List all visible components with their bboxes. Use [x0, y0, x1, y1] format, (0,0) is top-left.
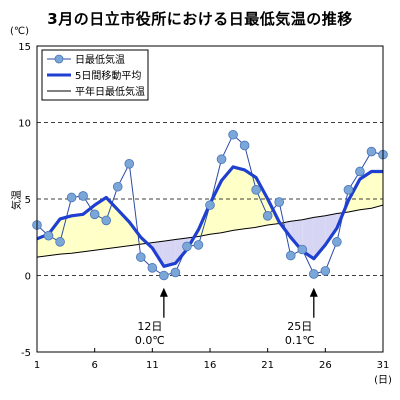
fill-below-normal — [163, 239, 176, 267]
fill-above-normal — [106, 197, 118, 249]
fill-above-normal — [71, 214, 84, 254]
data-point — [182, 241, 192, 252]
fill-above-normal — [48, 218, 61, 256]
data-point — [43, 230, 54, 241]
annotation-arrowhead — [309, 287, 318, 297]
data-point — [66, 192, 77, 203]
x-tick-label: 26 — [319, 360, 332, 371]
chart-title: 3月の日立市役所における日最低気温の推移 — [47, 10, 353, 28]
data-point — [320, 266, 331, 276]
x-tick-label: 1 — [34, 360, 40, 371]
fill-above-normal — [371, 171, 383, 209]
data-point — [332, 237, 342, 247]
data-point — [285, 250, 296, 261]
data-point — [343, 185, 354, 195]
fill-above-normal — [37, 234, 49, 258]
data-point — [366, 146, 377, 157]
annotation-day-label: 12日 — [137, 320, 162, 333]
y-unit-label: (℃) — [10, 26, 29, 37]
y-axis-label: 気温 — [10, 190, 23, 210]
legend-label: 日最低気温 — [75, 53, 125, 66]
fill-above-normal — [359, 171, 372, 210]
y-tick-label: 15 — [18, 42, 31, 53]
data-point — [147, 263, 158, 273]
annotation-value-label: 0.0℃ — [135, 334, 165, 347]
series-line-normal — [36, 204, 384, 258]
y-tick-label: 0 — [25, 272, 31, 283]
y-tick-label: 10 — [18, 119, 31, 130]
data-point — [124, 159, 135, 169]
fill-above-normal — [233, 166, 245, 231]
data-point — [89, 209, 100, 220]
data-point — [112, 181, 123, 192]
annotation-value-label: 0.1℃ — [285, 334, 315, 347]
data-point — [308, 269, 319, 279]
fill-above-normal — [221, 166, 234, 233]
x-tick-label: 31 — [377, 360, 390, 371]
data-point — [274, 197, 285, 207]
fill-below-normal — [325, 213, 337, 245]
fill-below-normal — [290, 219, 303, 252]
y-tick-label: 5 — [25, 195, 31, 206]
legend-label: 平年日最低気温 — [75, 85, 145, 98]
annotation-arrowhead — [159, 287, 168, 297]
x-tick-label: 11 — [146, 360, 159, 371]
data-point — [251, 185, 261, 195]
data-point — [228, 129, 238, 140]
data-point — [355, 166, 365, 177]
y-tick-label: -5 — [21, 348, 31, 359]
data-point — [297, 244, 308, 255]
legend-swatch-marker — [54, 54, 64, 64]
x-unit-label: (日) — [374, 375, 392, 386]
legend-label: 5日間移動平均 — [75, 69, 141, 82]
data-point — [78, 191, 88, 201]
fill-above-normal — [210, 180, 222, 235]
data-point — [193, 240, 204, 250]
data-point — [216, 154, 227, 165]
data-point — [159, 270, 169, 281]
annotation-day-label: 25日 — [287, 320, 312, 333]
data-point — [101, 215, 111, 226]
data-point — [136, 252, 146, 262]
data-point — [239, 140, 250, 151]
x-tick-label: 16 — [204, 360, 217, 371]
data-point — [205, 200, 215, 210]
data-point — [170, 267, 181, 278]
data-point — [55, 237, 65, 247]
x-tick-label: 21 — [261, 360, 274, 371]
x-tick-label: 6 — [91, 360, 97, 371]
data-point — [262, 211, 273, 221]
